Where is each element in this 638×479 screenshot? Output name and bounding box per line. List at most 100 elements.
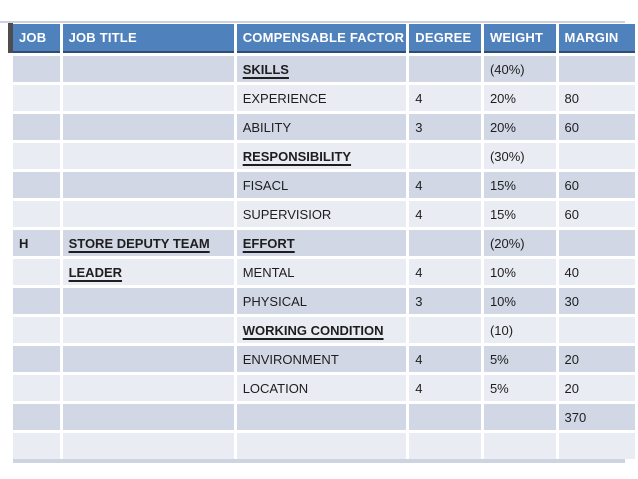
cell-job-title	[62, 114, 234, 140]
cell-compensable-factor: LOCATION	[236, 375, 407, 401]
cell-margin: 20	[558, 346, 635, 372]
table-row: SKILLS (40%)	[13, 56, 635, 82]
cell-job-title	[62, 172, 234, 198]
cell-degree	[409, 317, 481, 343]
header-left-border	[8, 23, 13, 53]
cell-job-title	[62, 346, 234, 372]
cell-compensable-factor	[236, 433, 407, 459]
cell-margin: 60	[558, 201, 635, 227]
table-row: LEADER MENTAL 4 10% 40	[13, 259, 635, 285]
cell-job	[13, 404, 60, 430]
cell-weight: (40%)	[483, 56, 556, 82]
table-row: WORKING CONDITION (10)	[13, 317, 635, 343]
cell-degree: 4	[409, 259, 481, 285]
cell-margin	[558, 56, 635, 82]
cell-job	[13, 85, 60, 111]
table-row: H STORE DEPUTY TEAM EFFORT (20%)	[13, 230, 635, 256]
cell-job-title: LEADER	[62, 259, 234, 285]
cell-margin: 30	[558, 288, 635, 314]
header-degree: DEGREE	[409, 24, 481, 53]
cell-job	[13, 346, 60, 372]
table-row	[13, 433, 635, 459]
cell-degree	[409, 143, 481, 169]
cell-compensable-factor: MENTAL	[236, 259, 407, 285]
cell-compensable-factor: SUPERVISIOR	[236, 201, 407, 227]
header-job: JOB	[13, 24, 60, 53]
cell-job: H	[13, 230, 60, 256]
cell-weight: (30%)	[483, 143, 556, 169]
cell-job	[13, 317, 60, 343]
cell-job-title	[62, 404, 234, 430]
cell-job-title	[62, 317, 234, 343]
table-bottom-border	[13, 459, 625, 463]
cell-weight: 20%	[483, 114, 556, 140]
cell-compensable-factor: RESPONSIBILITY	[236, 143, 407, 169]
cell-job-title	[62, 288, 234, 314]
cell-job	[13, 56, 60, 82]
cell-weight: 10%	[483, 288, 556, 314]
cell-degree	[409, 230, 481, 256]
cell-degree	[409, 404, 481, 430]
cell-job-title	[62, 143, 234, 169]
cell-job-title	[62, 85, 234, 111]
cell-weight: 5%	[483, 346, 556, 372]
cell-job-title: STORE DEPUTY TEAM	[62, 230, 234, 256]
cell-compensable-factor: WORKING CONDITION	[236, 317, 407, 343]
table-row: 370	[13, 404, 635, 430]
cell-weight: (10)	[483, 317, 556, 343]
header-row: JOB JOB TITLE COMPENSABLE FACTOR DEGREE …	[13, 24, 635, 53]
cell-degree: 4	[409, 85, 481, 111]
cell-degree: 4	[409, 375, 481, 401]
table-row: RESPONSIBILITY (30%)	[13, 143, 635, 169]
cell-weight: 20%	[483, 85, 556, 111]
cell-weight	[483, 433, 556, 459]
table-row: SUPERVISIOR 4 15% 60	[13, 201, 635, 227]
cell-degree: 4	[409, 201, 481, 227]
cell-job-title	[62, 375, 234, 401]
cell-degree: 3	[409, 288, 481, 314]
cell-job	[13, 259, 60, 285]
cell-job	[13, 288, 60, 314]
table-row: ENVIRONMENT 4 5% 20	[13, 346, 635, 372]
table-row: EXPERIENCE 4 20% 80	[13, 85, 635, 111]
table-row: LOCATION 4 5% 20	[13, 375, 635, 401]
cell-job-title	[62, 201, 234, 227]
header-margin: MARGIN	[558, 24, 635, 53]
table-row: FISACL 4 15% 60	[13, 172, 635, 198]
cell-weight: 5%	[483, 375, 556, 401]
cell-degree	[409, 433, 481, 459]
cell-margin	[558, 433, 635, 459]
cell-margin	[558, 230, 635, 256]
cell-weight: (20%)	[483, 230, 556, 256]
cell-degree: 4	[409, 172, 481, 198]
job-evaluation-table: JOB JOB TITLE COMPENSABLE FACTOR DEGREE …	[10, 21, 638, 462]
cell-compensable-factor	[236, 404, 407, 430]
cell-margin: 370	[558, 404, 635, 430]
cell-weight: 15%	[483, 201, 556, 227]
cell-margin: 60	[558, 114, 635, 140]
header-compensable-factor: COMPENSABLE FACTOR	[236, 24, 407, 53]
cell-margin: 80	[558, 85, 635, 111]
cell-job-title	[62, 56, 234, 82]
cell-weight	[483, 404, 556, 430]
cell-margin: 60	[558, 172, 635, 198]
table-row: PHYSICAL 3 10% 30	[13, 288, 635, 314]
cell-job	[13, 114, 60, 140]
table-top-border	[0, 21, 625, 23]
cell-weight: 10%	[483, 259, 556, 285]
cell-job	[13, 433, 60, 459]
cell-degree: 3	[409, 114, 481, 140]
table-row: ABILITY 3 20% 60	[13, 114, 635, 140]
cell-job	[13, 143, 60, 169]
cell-compensable-factor: EXPERIENCE	[236, 85, 407, 111]
table-body: SKILLS (40%) EXPERIENCE 4 20% 80 ABILITY 3 20% 60…	[13, 56, 635, 459]
cell-compensable-factor: EFFORT	[236, 230, 407, 256]
cell-margin: 40	[558, 259, 635, 285]
cell-job	[13, 375, 60, 401]
cell-degree	[409, 56, 481, 82]
cell-degree: 4	[409, 346, 481, 372]
cell-job	[13, 172, 60, 198]
cell-compensable-factor: ENVIRONMENT	[236, 346, 407, 372]
cell-margin	[558, 317, 635, 343]
